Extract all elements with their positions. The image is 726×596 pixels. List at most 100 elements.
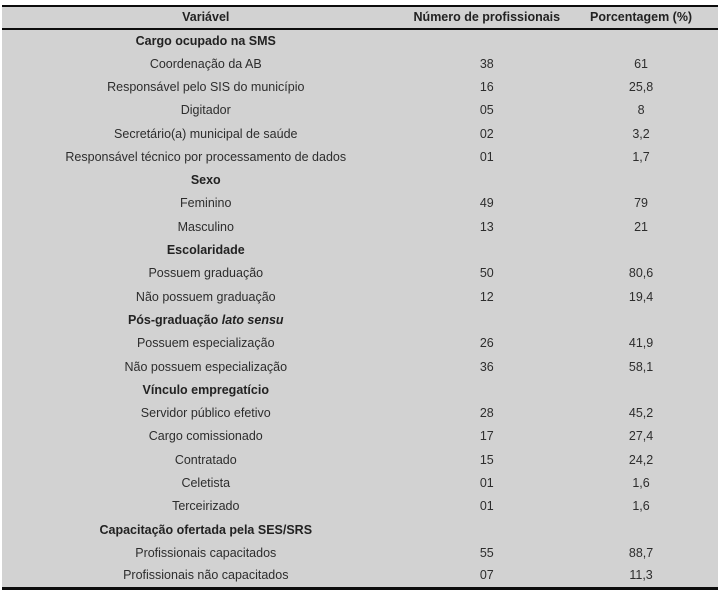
table-row: Possuem graduação 50 80,6	[2, 262, 718, 285]
table-row: Digitador 05 8	[2, 99, 718, 122]
percentage-cell: 61	[634, 56, 648, 71]
count-cell: 05	[479, 103, 494, 118]
table-row: Contratado 15 24,2	[2, 449, 718, 472]
percentage-cell: 21	[634, 219, 648, 234]
variable-cell: Coordenação da AB	[149, 56, 262, 71]
table-row: Cargo comissionado 17 27,4	[2, 425, 718, 448]
variable-cell: Feminino	[180, 196, 232, 211]
count-cell: 12	[479, 289, 494, 304]
percentage-cell	[564, 169, 718, 192]
percentage-cell: 41,9	[628, 336, 654, 351]
table-row: Secretário(a) municipal de saúde 02 3,2	[2, 122, 718, 145]
table-row: Feminino 49 79	[2, 192, 718, 215]
count-cell	[410, 519, 565, 542]
count-cell	[410, 239, 565, 262]
section-row: Sexo	[2, 169, 718, 192]
count-cell: 15	[479, 452, 494, 467]
percentage-cell: 1,7	[632, 149, 650, 164]
variable-cell: Cargo comissionado	[148, 429, 263, 444]
count-cell: 13	[479, 219, 494, 234]
variable-cell: Contratado	[174, 452, 237, 467]
count-cell	[410, 309, 565, 332]
section-label: Cargo ocupado na SMS	[135, 33, 276, 48]
count-cell: 17	[479, 429, 494, 444]
section-label: Capacitação ofertada pela SES/SRS	[99, 522, 313, 537]
table-row: Possuem especialização 26 41,9	[2, 332, 718, 355]
variable-cell: Celetista	[181, 476, 231, 491]
table-row: Não possuem graduação 12 19,4	[2, 286, 718, 309]
column-header-variavel: Variável	[2, 6, 410, 31]
variable-cell: Profissionais capacitados	[135, 545, 277, 560]
variable-cell: Possuem graduação	[148, 266, 264, 281]
percentage-cell: 19,4	[628, 289, 654, 304]
table-row: Masculino 13 21	[2, 216, 718, 239]
percentage-cell	[564, 309, 718, 332]
percentage-cell: 25,8	[628, 79, 654, 94]
percentage-cell: 1,6	[632, 499, 650, 514]
section-label: Escolaridade	[166, 243, 245, 258]
count-cell: 07	[479, 568, 494, 583]
table-body: Cargo ocupado na SMS Coordenação da AB 38 6…	[2, 29, 718, 588]
section-label: Pós-graduação lato sensu	[127, 312, 284, 327]
variable-cell: Profissionais não capacitados	[123, 568, 289, 583]
paper-table-container: Variável Número de profissionais Porcent…	[2, 5, 718, 590]
section-label-italic: lato sensu	[218, 312, 284, 327]
count-cell: 02	[479, 126, 494, 141]
percentage-cell: 45,2	[628, 406, 654, 421]
table-header: Variável Número de profissionais Porcent…	[2, 6, 718, 31]
count-cell: 38	[479, 56, 494, 71]
percentage-cell: 11,3	[629, 568, 653, 583]
table-row: Coordenação da AB 38 61	[2, 53, 718, 76]
count-cell: 01	[479, 149, 494, 164]
section-row: Capacitação ofertada pela SES/SRS	[2, 519, 718, 542]
percentage-cell: 80,6	[628, 266, 654, 281]
count-cell: 26	[479, 336, 494, 351]
table-row: Terceirizado 01 1,6	[2, 495, 718, 518]
table-row: Celetista 01 1,6	[2, 472, 718, 495]
count-cell: 01	[479, 499, 494, 514]
variable-cell: Servidor público efetivo	[140, 406, 271, 421]
table-row: Não possuem especialização 36 58,1	[2, 355, 718, 378]
percentage-cell: 1,6	[632, 476, 650, 491]
count-cell	[410, 169, 565, 192]
variable-cell: Responsável pelo SIS do município	[107, 79, 305, 94]
count-cell: 36	[479, 359, 494, 374]
count-cell: 55	[479, 545, 494, 560]
section-label: Sexo	[190, 173, 221, 188]
percentage-cell: 27,4	[628, 429, 654, 444]
variable-cell: Não possuem especialização	[124, 359, 288, 374]
header-row: Variável Número de profissionais Porcent…	[2, 6, 718, 31]
variable-cell: Digitador	[180, 103, 231, 118]
variable-cell: Secretário(a) municipal de saúde	[114, 126, 298, 141]
count-cell: 16	[479, 79, 494, 94]
section-row: Cargo ocupado na SMS	[2, 29, 718, 52]
table-row: Responsável pelo SIS do município 16 25,8	[2, 76, 718, 99]
table-row: Responsável técnico por processamento de…	[2, 146, 718, 169]
percentage-cell	[564, 519, 718, 542]
percentage-cell: 88,7	[628, 545, 654, 560]
count-cell: 28	[479, 406, 494, 421]
table-row: Profissionais não capacitados 07 11,3	[2, 565, 718, 588]
percentage-cell: 24,2	[628, 452, 654, 467]
section-row: Pós-graduação lato sensu	[2, 309, 718, 332]
percentage-cell	[564, 239, 718, 262]
variable-cell: Terceirizado	[172, 499, 240, 514]
count-cell	[410, 29, 565, 52]
column-header-porcentagem: Porcentagem (%)	[564, 6, 718, 31]
table-row: Servidor público efetivo 28 45,2	[2, 402, 718, 425]
statistics-table: Variável Número de profissionais Porcent…	[2, 5, 718, 590]
count-cell: 50	[479, 266, 494, 281]
column-header-numero-profissionais: Número de profissionais	[409, 6, 565, 31]
count-cell: 01	[479, 476, 494, 491]
percentage-cell: 58,1	[628, 359, 654, 374]
percentage-cell: 79	[634, 196, 648, 211]
variable-cell: Responsável técnico por processamento de…	[65, 149, 347, 164]
variable-cell: Possuem especialização	[136, 336, 275, 351]
percentage-cell: 8	[637, 103, 645, 118]
section-label: Vínculo empregatício	[142, 382, 269, 397]
percentage-cell	[564, 29, 718, 52]
percentage-cell	[564, 379, 718, 402]
percentage-cell: 3,2	[632, 126, 650, 141]
section-row: Escolaridade	[2, 239, 718, 262]
count-cell	[410, 379, 565, 402]
